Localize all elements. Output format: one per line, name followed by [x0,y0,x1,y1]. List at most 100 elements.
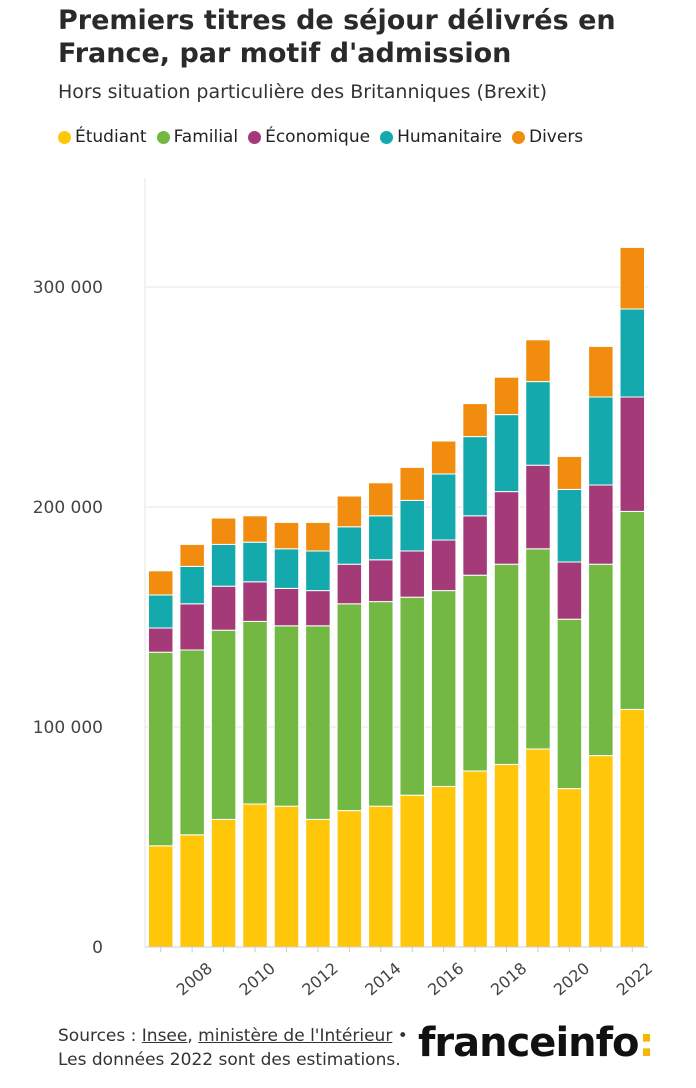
bar-segment [493,763,520,948]
bar-segment [619,510,646,710]
legend-label: Divers [528,127,584,147]
bar-segment [147,594,174,629]
x-tick-label: 2012 [298,959,341,1000]
x-tick-label: 2022 [613,959,656,1000]
bar-segment [493,376,520,416]
sources-line: Sources : Insee, ministère de l'Intérieu… [58,1024,408,1048]
bar-segment [399,550,425,598]
bar-segment [368,805,394,948]
legend-label: Économique [265,127,371,147]
bar-segment [147,845,174,948]
bar-segment [556,788,583,948]
bar-segment [273,548,300,589]
bar-segment [210,543,237,587]
bar-segment [462,436,488,517]
bar-segment [242,803,268,948]
bar-segment [179,565,205,605]
x-tick-label: 2016 [424,959,467,1000]
bar-segment [210,585,237,631]
logo-colon: : [638,1020,655,1066]
legend-swatch [380,130,394,144]
y-tick-label: 100 000 [33,718,103,738]
bar-segment [305,550,331,592]
bar-segment [336,563,363,605]
bar-segment [242,541,268,583]
bar-segment [430,473,457,541]
legend-swatch [248,130,262,144]
bar-segment [242,581,268,622]
x-tick-label: 2018 [487,959,530,1000]
chart-title: Premiers titres de séjour délivrés en Fr… [58,5,616,69]
estimation-note: Les données 2022 sont des estimations. [58,1050,401,1070]
bar-segment [147,651,174,847]
x-tick-label: 2014 [361,959,404,1000]
bar-segment [462,770,488,948]
bar-segment [147,570,174,596]
bar-segment [430,590,457,787]
y-tick-label: 300 000 [33,278,103,298]
bar-segment [430,785,457,948]
legend: Étudiant Familial Économique Humanitaire Div… [58,125,593,149]
bar-segment [619,396,646,512]
bar-segment [305,590,331,627]
bar-segment [273,625,300,807]
bar-segment [556,455,583,490]
source-link-ministere[interactable]: ministère de l'Intérieur [198,1026,393,1046]
bar-segment [210,517,237,545]
bar-segment [430,440,457,475]
bar-segment [336,526,363,565]
footer: Sources : Insee, ministère de l'Intérieu… [58,1024,408,1072]
legend-swatch [156,130,170,144]
x-tick-label: 2020 [550,959,593,1000]
legend-swatch [511,130,525,144]
bar-segment [368,482,394,517]
bar-segment [493,563,520,765]
bar-segment [368,515,394,561]
bar-segment [399,499,425,552]
bar-segment [525,339,551,383]
bar-segment [588,396,614,486]
bar-segment [430,539,457,592]
y-tick-label: 200 000 [33,498,103,518]
bar-segment [588,345,614,398]
bar-segment [556,618,583,790]
bar-segment [210,818,237,948]
bar-segment [462,574,488,772]
x-tick-label: 2010 [235,959,278,1000]
bar-segment [210,629,237,820]
bar-segment [525,464,551,550]
bar-segment [619,246,646,310]
bar-segment [556,561,583,620]
bar-segment [336,603,363,812]
bar-segment [179,649,205,836]
legend-item-humanitaire: Humanitaire [380,127,502,147]
legend-item-familial: Familial [156,127,239,147]
bar-segment [525,381,551,466]
bar-segment [147,627,174,653]
chart-subtitle: Hors situation particulière des Britanni… [58,81,548,103]
bar-segment [399,466,425,501]
bar-segment [368,601,394,807]
y-tick-label: 0 [92,938,103,958]
source-link-insee[interactable]: Insee [141,1026,188,1046]
bar-segment [305,521,331,552]
bar-segment [619,708,646,948]
franceinfo-logo: franceinfo: [418,1020,655,1066]
bar-segment [336,810,363,948]
sources-prefix: Sources : [58,1026,142,1046]
legend-item-economique: Économique [248,127,370,147]
sources-bullet: • [392,1026,408,1046]
logo-text: franceinfo [418,1020,640,1066]
legend-label: Familial [173,127,239,147]
bar-segment [336,495,363,528]
sources-separator: , [187,1026,199,1046]
legend-swatch [58,130,71,144]
bar-segment [368,559,394,603]
bar-segment [525,748,551,948]
bar-segment [493,414,520,493]
bar-segment [556,488,583,563]
legend-label: Étudiant [75,127,147,147]
bar-segment [399,794,425,948]
bar-segment [179,834,205,948]
bar-segment [273,521,300,550]
